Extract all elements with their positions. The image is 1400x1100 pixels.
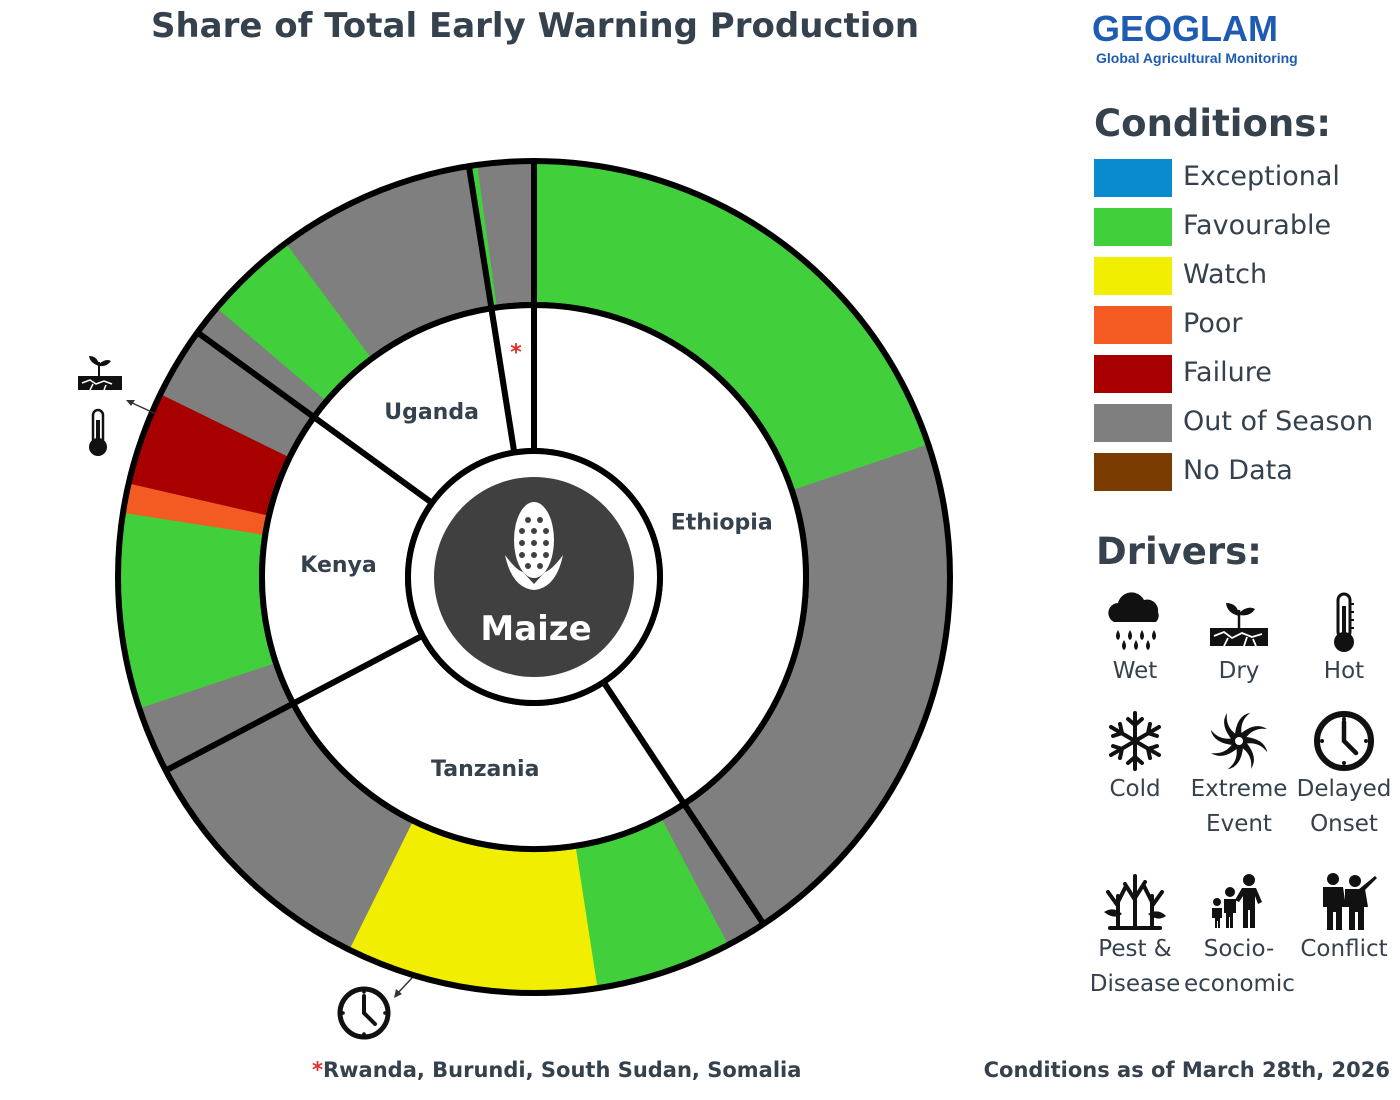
hot-icon-annotation [89, 408, 107, 456]
annotation-tanzania-watch-drivers [337, 977, 413, 1040]
driver-label: Pest & [1098, 936, 1172, 962]
conflict-icon [1309, 870, 1379, 932]
outer-segment-kenya-failure-7 [128, 393, 292, 517]
cold-icon [1100, 710, 1170, 772]
hot-icon [1309, 592, 1379, 654]
socio-economic-icon [1204, 870, 1274, 932]
driver-wet: Wet [1080, 592, 1190, 689]
legend-label-failure: Failure [1183, 357, 1272, 388]
driver-socio-economic: Socio-economic [1184, 870, 1295, 1002]
dry-icon-annotation [78, 356, 122, 391]
outer-segment-tanzania-watch-3 [348, 818, 598, 993]
delayed-onset-icon-annotation [337, 986, 391, 1040]
legend-label-watch: Watch [1183, 259, 1268, 290]
footnote: *Rwanda, Burundi, South Sudan, Somalia [312, 1058, 801, 1082]
legend-swatch-exceptional [1094, 159, 1172, 197]
driver-label: Dry [1218, 658, 1260, 684]
driver-label-line2: Event [1206, 811, 1272, 837]
driver-label: Wet [1112, 658, 1158, 684]
driver-dry: Dry [1184, 592, 1294, 689]
outer-segment-others-out-of-season-11 [458, 166, 491, 312]
dry-icon [1204, 592, 1274, 654]
driver-label: Delayed [1296, 776, 1392, 802]
footnote-text: Rwanda, Burundi, South Sudan, Somalia [322, 1058, 802, 1082]
drivers-title: Drivers: [1096, 530, 1262, 573]
conditions-date: Conditions as of March 28th, 2026 [983, 1058, 1390, 1082]
legend-swatch-failure [1094, 355, 1172, 393]
outer-segment-ethiopia-out-of-season-1 [659, 444, 950, 946]
driver-label: Cold [1109, 776, 1161, 802]
outer-segment-uganda-out-of-season-10 [285, 167, 486, 361]
wet-icon [1100, 592, 1170, 654]
legend-swatch-watch [1094, 257, 1172, 295]
outer-segment-kenya-out-of-season-8 [160, 307, 329, 459]
legend-swatch-favourable [1094, 208, 1172, 246]
conditions-title: Conditions: [1094, 102, 1332, 145]
inner-label-others-star: * [510, 341, 522, 366]
driver-pest-disease: Pest & Disease [1080, 870, 1190, 1002]
driver-extreme-event: Extreme Event [1184, 710, 1294, 842]
driver-label-line2: Onset [1310, 811, 1378, 837]
legend-label-out-of-season: Out of Season [1183, 406, 1374, 437]
chart-title: Share of Total Early Warning Production [150, 6, 920, 46]
driver-label: Socio- [1203, 936, 1275, 962]
inner-label-kenya: Kenya [300, 553, 376, 578]
outer-segment-others-out-of-season-13 [477, 161, 535, 310]
footnote-star: * [312, 1058, 323, 1082]
driver-label-line2: economic [1184, 971, 1295, 997]
delayed-onset-icon [1309, 710, 1379, 772]
outer-segment-ethiopia-favourable-0 [534, 161, 929, 492]
outer-segment-kenya-favourable-5 [118, 512, 278, 709]
outer-segment-kenya-poor-6 [122, 483, 271, 536]
logo-sub-text: Global Agricultural Monitoring [1096, 50, 1298, 66]
outer-divider-tanzania [680, 800, 766, 926]
legend-label-exceptional: Exceptional [1183, 161, 1340, 192]
outer-segment-tanzania-out-of-season-4 [139, 662, 415, 950]
maize-icon [505, 502, 563, 590]
driver-label: Hot [1323, 658, 1365, 684]
driver-conflict: Conflict [1289, 870, 1399, 967]
legend-swatch-no-data [1094, 453, 1172, 491]
driver-label-line2: Disease [1089, 971, 1181, 997]
legend-swatch-poor [1094, 306, 1172, 344]
legend-label-poor: Poor [1183, 308, 1243, 339]
driver-cold: Cold [1080, 710, 1190, 807]
driver-label: Extreme [1190, 776, 1288, 802]
outer-divider-kenya [164, 699, 297, 774]
inner-label-ethiopia: Ethiopia [671, 511, 773, 536]
legend-label-no-data: No Data [1183, 455, 1293, 486]
outer-segment-tanzania-favourable-2 [574, 815, 729, 989]
pest-disease-icon [1100, 870, 1170, 932]
annotation-kenya-failure-drivers [78, 356, 157, 456]
outer-divider-uganda [195, 330, 318, 421]
outer-divider-others [465, 165, 495, 311]
center-label: Maize [480, 609, 591, 649]
logo-main-text: GEOGLAM [1092, 8, 1278, 49]
legend-swatch-out-of-season [1094, 404, 1172, 442]
driver-delayed-onset: Delayed Onset [1289, 710, 1399, 842]
extreme-event-icon [1204, 710, 1274, 772]
inner-label-uganda: Uganda [384, 400, 479, 425]
inner-label-tanzania: Tanzania [431, 757, 539, 782]
driver-hot: Hot [1289, 592, 1399, 689]
geoglam-logo: GEOGLAM Global Agricultural Monitoring [1092, 8, 1392, 70]
legend-label-favourable: Favourable [1183, 210, 1332, 241]
driver-label: Conflict [1300, 936, 1388, 962]
outer-segment-uganda-favourable-9 [216, 242, 374, 403]
